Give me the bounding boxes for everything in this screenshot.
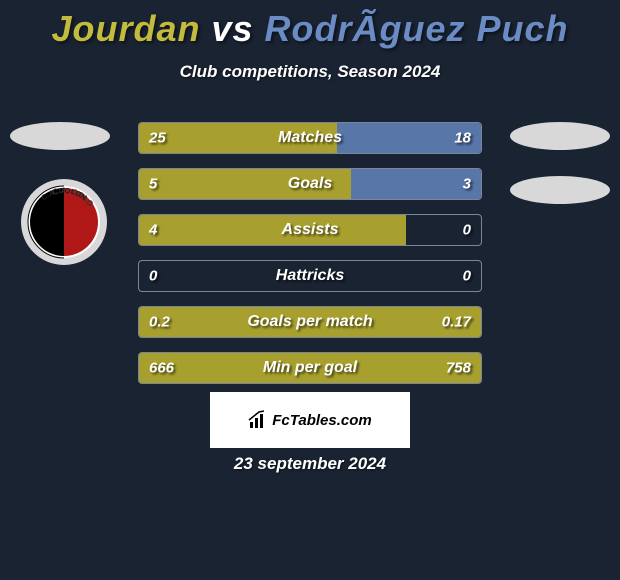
player2-name: RodrÃ­guez Puch [265,8,569,49]
stat-fill-left [139,215,406,245]
stat-value-left: 5 [149,176,157,193]
vs-text: vs [211,8,253,49]
stat-row: 25 Matches 18 [138,122,482,154]
stat-label: Hattricks [276,267,344,285]
player1-club-badge: C.A. COLON C.A. COLON [20,178,108,266]
stat-label: Assists [282,221,339,239]
date-stamp: 23 september 2024 [234,454,386,474]
stat-label: Min per goal [263,359,357,377]
player2-photo-placeholder [510,122,610,150]
player2-club-placeholder [510,176,610,204]
stat-value-right: 0 [463,222,471,239]
attribution-box: FcTables.com [210,392,410,448]
stat-value-left: 25 [149,130,166,147]
stat-value-left: 0.2 [149,314,170,331]
club-badge-icon: C.A. COLON C.A. COLON [20,178,108,266]
stat-row: 666 Min per goal 758 [138,352,482,384]
stat-value-left: 4 [149,222,157,239]
stats-container: 25 Matches 18 5 Goals 3 4 Assists 0 0 Hattricks 0 0.… [138,122,482,398]
stat-value-right: 0.17 [442,314,471,331]
stat-value-left: 0 [149,268,157,285]
subtitle: Club competitions, Season 2024 [0,62,620,82]
stat-value-right: 3 [463,176,471,193]
stat-row: 5 Goals 3 [138,168,482,200]
stat-value-right: 758 [446,360,471,377]
stat-label: Goals per match [247,313,372,331]
stat-row: 0 Hattricks 0 [138,260,482,292]
stat-row: 4 Assists 0 [138,214,482,246]
stat-value-right: 18 [454,130,471,147]
stat-label: Goals [288,175,332,193]
stat-label: Matches [278,129,342,147]
page-title: Jourdan vs RodrÃ­guez Puch [0,0,620,50]
chart-icon [248,410,268,430]
stat-value-right: 0 [463,268,471,285]
player1-name: Jourdan [51,8,200,49]
attribution-text: FcTables.com [272,412,371,429]
stat-value-left: 666 [149,360,174,377]
stat-row: 0.2 Goals per match 0.17 [138,306,482,338]
stat-fill-right [351,169,481,199]
player1-photo-placeholder [10,122,110,150]
